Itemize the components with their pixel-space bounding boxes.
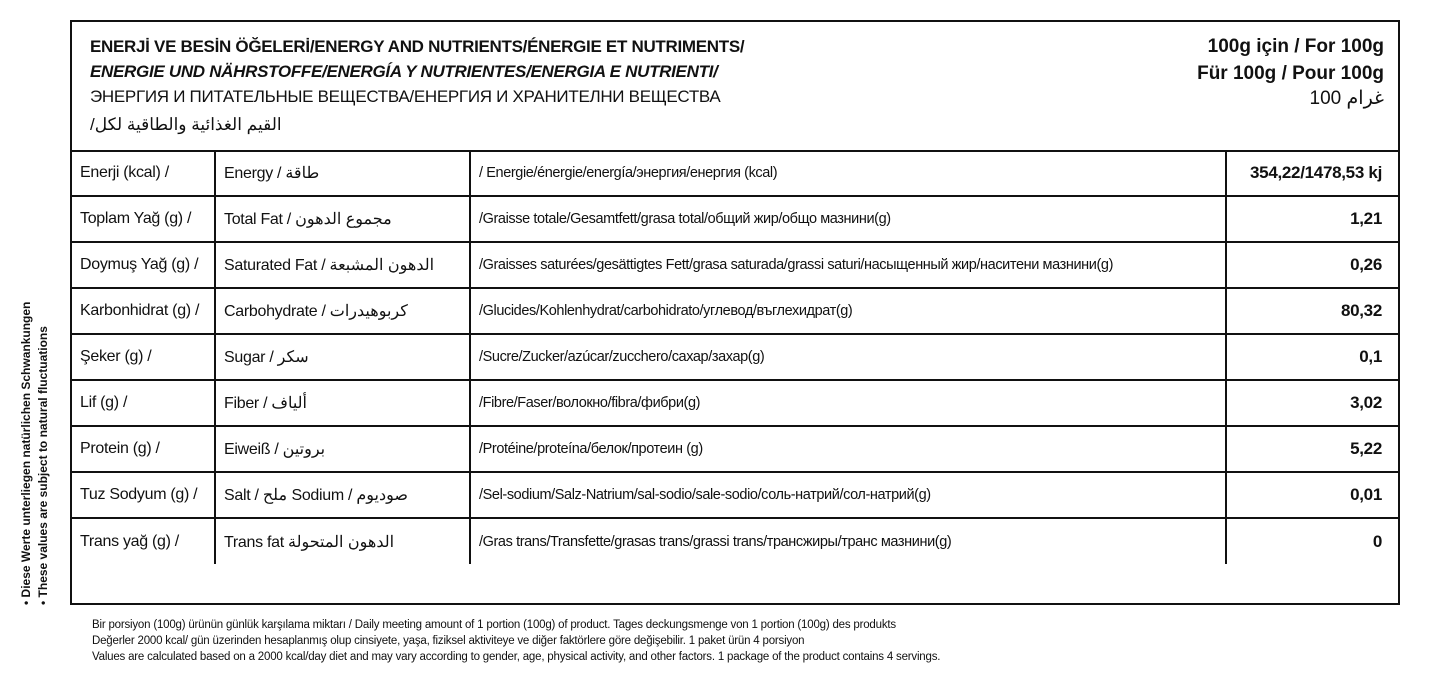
nutrient-value-cell: 1,21 xyxy=(1225,195,1398,243)
nutrient-tr: Karbonhidrat (g) / xyxy=(80,302,200,319)
nutrient-tr: Şeker (g) / xyxy=(80,348,152,365)
nutrient-en-ar-cell: Fiber / ألياف xyxy=(214,379,471,427)
nutrient-other-langs: / Energie/énergie/energía/энергия/енерги… xyxy=(479,164,778,181)
nutrient-en-ar: Fiber / ألياف xyxy=(224,395,307,412)
per-100g-tr-en: 100g için / For 100g xyxy=(1207,36,1384,57)
nutrition-label: ENERJİ VE BESİN ÖĞELERİ/ENERGY AND NUTRI… xyxy=(70,20,1400,605)
nutrient-en-ar: Eiweiß / بروتين xyxy=(224,441,326,458)
nutrient-other-langs: /Sucre/Zucker/azúcar/zucchero/сахар/заха… xyxy=(479,349,765,365)
nutrient-tr-cell: Protein (g) / xyxy=(72,425,216,473)
nutrient-other-langs-cell: /Fibre/Faser/волокно/fibra/фибри(g) xyxy=(469,379,1227,427)
nutrient-en-ar-cell: Total Fat / مجموع الدهون xyxy=(214,195,471,243)
table-row: Lif (g) / Fiber / ألياف/Fibre/Faser/волок… xyxy=(72,379,1398,427)
table-row: Tuz Sodyum (g) / Salt / ملح Sodium / صودي… xyxy=(72,471,1398,519)
nutrient-tr: Enerji (kcal) / xyxy=(80,163,169,181)
nutrient-tr-cell: Trans yağ (g) / xyxy=(72,517,216,564)
side-note: • Diese Werte unterliegen natürlichen Sc… xyxy=(18,185,52,605)
nutrient-value: 0,26 xyxy=(1350,255,1382,274)
nutrient-other-langs: /Gras trans/Transfette/grasas trans/gras… xyxy=(479,533,952,550)
nutrient-other-langs-cell: /Glucides/Kohlenhydrat/carbohidrato/угле… xyxy=(469,287,1227,335)
nutrient-value: 1,21 xyxy=(1350,209,1382,228)
title-ar: القيم الغذائية والطاقية لكل/ xyxy=(90,115,282,134)
nutrient-other-langs-cell: /Graisses saturées/gesättigtes Fett/gras… xyxy=(469,241,1227,289)
footer-line-3: Values are calculated based on a 2000 kc… xyxy=(92,651,941,663)
footer-notes: Bir porsiyon (100g) ürünün günlük karşıl… xyxy=(92,617,1392,665)
nutrient-value-cell: 0 xyxy=(1225,517,1398,564)
nutrient-value: 0 xyxy=(1372,531,1382,551)
nutrient-other-langs-cell: /Sel-sodium/Salz-Natrium/sal-sodio/sale-… xyxy=(469,471,1227,519)
nutrient-value: 0,1 xyxy=(1359,347,1382,366)
nutrient-value: 3,02 xyxy=(1350,393,1382,412)
nutrient-tr-cell: Enerji (kcal) / xyxy=(72,150,216,197)
nutrient-value-cell: 354,22/1478,53 kj xyxy=(1225,150,1398,197)
nutrient-other-langs: /Fibre/Faser/волокно/fibra/фибри(g) xyxy=(479,395,701,411)
title-tr-en-fr: ENERJİ VE BESİN ÖĞELERİ/ENERGY AND NUTRI… xyxy=(90,37,745,56)
footer-line-1: Bir porsiyon (100g) ürünün günlük karşıl… xyxy=(92,619,896,631)
nutrient-other-langs: /Sel-sodium/Salz-Natrium/sal-sodio/sale-… xyxy=(479,487,931,503)
nutrient-tr-cell: Karbonhidrat (g) / xyxy=(72,287,216,335)
nutrient-other-langs: /Protéine/proteína/белок/протеин (g) xyxy=(479,441,703,457)
table-row: Protein (g) / Eiweiß / بروتين/Protéine/pr… xyxy=(72,425,1398,473)
nutrient-other-langs: /Glucides/Kohlenhydrat/carbohidrato/угле… xyxy=(479,303,853,319)
nutrient-en-ar: Saturated Fat / الدهون المشبعة xyxy=(224,257,435,274)
nutrient-value-cell: 0,26 xyxy=(1225,241,1398,289)
nutrient-en-ar: Trans fat الدهون المتحولة xyxy=(224,533,395,551)
nutrient-other-langs-cell: /Gras trans/Transfette/grasas trans/gras… xyxy=(469,517,1227,564)
nutrient-value-cell: 80,32 xyxy=(1225,287,1398,335)
table-row: Karbonhidrat (g) / Carbohydrate / كربوهيد… xyxy=(72,287,1398,335)
nutrient-tr-cell: Toplam Yağ (g) / xyxy=(72,195,216,243)
nutrient-value-cell: 0,01 xyxy=(1225,471,1398,519)
footer-line-2: Değerler 2000 kcal/ gün üzerinden hesapl… xyxy=(92,635,805,647)
nutrition-table: Enerji (kcal) / Energy / طاقة / Energie/én… xyxy=(72,150,1398,564)
nutrient-tr: Trans yağ (g) / xyxy=(80,532,179,550)
nutrient-other-langs-cell: /Sucre/Zucker/azúcar/zucchero/сахар/заха… xyxy=(469,333,1227,381)
side-note-de: • Diese Werte unterliegen natürlichen Sc… xyxy=(19,301,33,605)
nutrient-other-langs: /Graisse totale/Gesamtfett/grasa total/о… xyxy=(479,211,891,227)
nutrient-tr-cell: Şeker (g) / xyxy=(72,333,216,381)
title-ru-bg: ЭНЕРГИЯ И ПИТАТЕЛЬНЫЕ ВЕЩЕСТВА/ЕНЕРГИЯ И… xyxy=(90,87,721,106)
nutrient-tr: Lif (g) / xyxy=(80,394,128,411)
nutrient-tr-cell: Lif (g) / xyxy=(72,379,216,427)
nutrient-tr-cell: Tuz Sodyum (g) / xyxy=(72,471,216,519)
nutrient-en-ar: Total Fat / مجموع الدهون xyxy=(224,211,392,228)
nutrient-en-ar: Sugar / سكر xyxy=(224,349,309,366)
nutrient-en-ar-cell: Eiweiß / بروتين xyxy=(214,425,471,473)
nutrient-en-ar-cell: Sugar / سكر xyxy=(214,333,471,381)
nutrient-tr-cell: Doymuş Yağ (g) / xyxy=(72,241,216,289)
nutrient-tr: Protein (g) / xyxy=(80,440,160,457)
table-row: Doymuş Yağ (g) / Saturated Fat / الدهون ا… xyxy=(72,241,1398,289)
nutrient-value: 354,22/1478,53 kj xyxy=(1250,162,1382,182)
nutrient-value: 80,32 xyxy=(1340,301,1382,320)
nutrient-en-ar: Carbohydrate / كربوهيدرات xyxy=(224,303,408,320)
per-100g-de-fr: Für 100g / Pour 100g xyxy=(1197,63,1384,84)
table-row: Toplam Yağ (g) / Total Fat / مجموع الدهون… xyxy=(72,195,1398,243)
nutrient-other-langs-cell: /Graisse totale/Gesamtfett/grasa total/о… xyxy=(469,195,1227,243)
table-row: Enerji (kcal) / Energy / طاقة / Energie/én… xyxy=(72,150,1398,197)
nutrient-tr: Doymuş Yağ (g) / xyxy=(80,256,199,273)
nutrient-en-ar: Energy / طاقة xyxy=(224,164,320,182)
nutrient-en-ar-cell: Carbohydrate / كربوهيدرات xyxy=(214,287,471,335)
nutrient-en-ar-cell: Energy / طاقة xyxy=(214,150,471,197)
nutrient-en-ar-cell: Salt / ملح Sodium / صوديوم xyxy=(214,471,471,519)
title-de-es-it: ENERGIE UND NÄHRSTOFFE/ENERGÍA Y NUTRIEN… xyxy=(90,62,718,81)
nutrient-value-cell: 5,22 xyxy=(1225,425,1398,473)
nutrient-other-langs: /Graisses saturées/gesättigtes Fett/gras… xyxy=(479,257,1114,273)
nutrient-other-langs-cell: /Protéine/proteína/белок/протеин (g) xyxy=(469,425,1227,473)
nutrient-value-cell: 3,02 xyxy=(1225,379,1398,427)
nutrient-tr: Tuz Sodyum (g) / xyxy=(80,486,198,503)
nutrient-other-langs-cell: / Energie/énergie/energía/энергия/енерги… xyxy=(469,150,1227,197)
nutrient-en-ar-cell: Saturated Fat / الدهون المشبعة xyxy=(214,241,471,289)
table-row: Şeker (g) / Sugar / سكر/Sucre/Zucker/azúc… xyxy=(72,333,1398,381)
side-note-en: • These values are subject to natural fl… xyxy=(36,326,50,605)
per-100g-ar: 100 غرام xyxy=(1309,88,1384,109)
table-row: Trans yağ (g) / Trans fat الدهون المتحولة… xyxy=(72,517,1398,564)
nutrient-value: 0,01 xyxy=(1350,485,1382,504)
nutrient-tr: Toplam Yağ (g) / xyxy=(80,210,192,227)
nutrient-en-ar: Salt / ملح Sodium / صوديوم xyxy=(224,487,408,504)
nutrient-value-cell: 0,1 xyxy=(1225,333,1398,381)
nutrient-en-ar-cell: Trans fat الدهون المتحولة xyxy=(214,517,471,564)
nutrient-value: 5,22 xyxy=(1350,439,1382,458)
label-header: ENERJİ VE BESİN ÖĞELERİ/ENERGY AND NUTRI… xyxy=(72,22,1398,152)
